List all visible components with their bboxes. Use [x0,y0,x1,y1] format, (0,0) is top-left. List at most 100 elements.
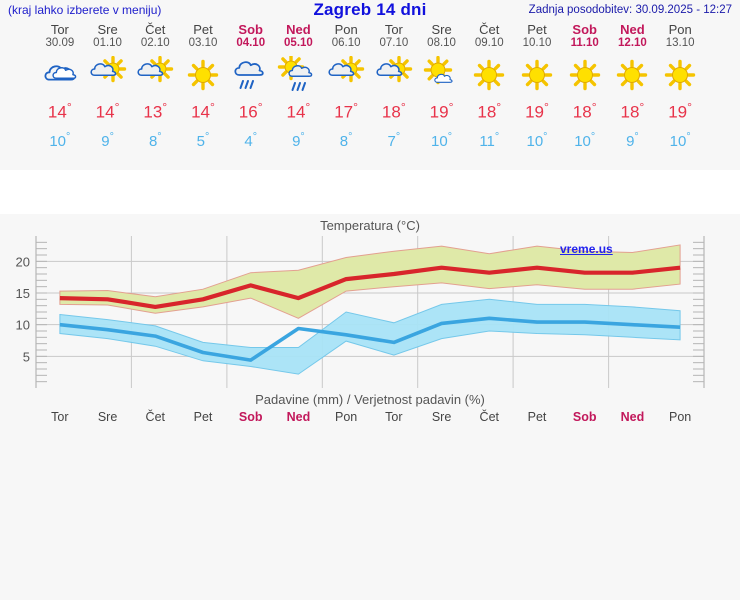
day-column[interactable]: Sre 08.10 19° 10° [416,22,468,153]
day-column[interactable]: Čet 09.10 18° 11° [463,22,515,153]
day-column[interactable]: Sob 04.10 16° 4° [225,22,277,153]
daily-forecast-strip: Tor 30.09 14° 10° Sre 01.10 14° 9° Čet 02.10 13… [0,22,740,170]
max-temperature: 18° [620,100,645,122]
cloudy-icon [34,54,86,94]
watermark: vreme.us [560,242,613,256]
precip-day-label: Pon [335,410,358,424]
day-name: Pon [334,22,358,37]
sunny-icon [606,54,658,94]
precip-day-label: Tor [385,410,403,424]
day-date: 30.09 [45,37,75,49]
day-name: Sob [572,22,597,37]
min-temperature: 10° [574,130,596,150]
min-temperature: 8° [339,130,353,150]
precip-day-label: Pon [669,410,692,424]
sunny-icon [654,54,706,94]
day-column[interactable]: Pon 13.10 19° 10° [654,22,706,153]
temperature-chart: 20 15 10 5 vreme.us [0,236,740,388]
day-date: 08.10 [427,37,456,49]
day-name: Pet [193,22,213,37]
day-name: Pon [668,22,692,37]
day-column[interactable]: Pet 03.10 14° 5° [177,22,229,153]
day-name: Ned [620,22,645,37]
precip-day-label: Tor [51,410,69,424]
max-temperature: 18° [381,100,406,122]
sunny-icon [559,54,611,94]
precip-day-label: Čet [479,410,499,424]
precip-day-label: Sre [97,410,118,424]
precip-day-label: Ned [286,410,311,424]
max-temperature: 14° [286,100,311,122]
day-column[interactable]: Ned 05.10 14° 9° [272,22,324,153]
day-name: Pet [527,22,547,37]
page-header: (kraj lahko izberete v meniju) Zagreb 14… [0,0,740,22]
day-column[interactable]: Sre 01.10 14° 9° [82,22,134,153]
min-temperature: 5° [196,130,210,150]
rain-cloud-icon [225,54,277,94]
max-temperature: 16° [238,100,263,122]
partly-sunny-icon [320,54,372,94]
svg-text:10: 10 [16,318,30,333]
section-divider [0,170,740,214]
max-temperature: 19° [429,100,454,122]
max-temperature: 18° [572,100,597,122]
temperature-plot: 20 15 10 5 [16,236,705,388]
day-column[interactable]: Čet 02.10 13° 8° [129,22,181,153]
day-date: 06.10 [331,37,361,49]
day-name: Tor [384,22,403,37]
min-temperature: 10° [431,130,453,150]
precipitation-day-labels: Tor Sre Čet Pet Sob Ned Pon Tor Sre Čet Pet Sob Ned P… [0,410,740,428]
day-date: 05.10 [284,37,313,49]
day-column[interactable]: Sob 11.10 18° 10° [559,22,611,153]
min-temperature: 8° [148,130,162,150]
day-name: Ned [286,22,311,37]
sun-rain-icon [272,54,324,94]
last-update: Zadnja posodobitev: 30.09.2025 - 12:27 [528,4,732,16]
day-column[interactable]: Tor 30.09 14° 10° [34,22,86,153]
day-date: 01.10 [93,37,122,49]
min-temperature: 9° [626,130,639,150]
day-name: Čet [479,22,500,37]
precip-day-label: Pet [527,410,547,424]
max-temperature: 14° [191,100,215,122]
day-date: 07.10 [379,37,409,49]
precip-day-label: Sob [238,410,263,424]
precip-day-label: Čet [145,410,165,424]
sunny-icon [463,54,515,94]
page-title: Zagreb 14 dni [313,0,427,19]
day-column[interactable]: Pon 06.10 17° 8° [320,22,372,153]
max-temperature: 17° [334,100,359,122]
day-date: 03.10 [188,37,218,49]
min-temperature: 9° [101,130,114,150]
day-date: 13.10 [665,37,695,49]
day-date: 11.10 [570,37,599,49]
min-temperature: 10° [49,130,71,150]
partly-sunny-icon [82,54,134,94]
max-temperature: 19° [525,100,549,122]
max-temperature: 13° [143,100,168,122]
precip-day-label: Pet [193,410,213,424]
svg-text:5: 5 [23,349,30,364]
min-temperature: 9° [292,130,305,150]
day-name: Sre [431,22,452,37]
max-temperature: 14° [95,100,120,122]
precip-day-label: Sre [431,410,452,424]
day-date: 02.10 [140,37,170,49]
location-hint: (kraj lahko izberete v meniju) [8,3,162,17]
precipitation-chart-title: Padavine (mm) / Verjetnost padavin (%) [255,392,485,407]
day-column[interactable]: Tor 07.10 18° 7° [368,22,420,153]
min-temperature: 7° [387,130,401,150]
day-date: 10.10 [522,37,552,49]
max-temperature: 19° [668,100,693,122]
partly-sunny-icon [368,54,420,94]
sunny-icon [177,54,229,94]
min-temperature: 10° [669,130,691,150]
precip-day-label: Sob [572,410,597,424]
day-name: Sre [97,22,118,37]
precipitation-probability-row [0,428,740,450]
day-column[interactable]: Pet 10.10 19° 10° [511,22,563,153]
svg-text:15: 15 [16,286,30,301]
precipitation-chart-section: Padavine (mm) / Verjetnost padavin (%) T… [0,388,740,450]
day-date: 09.10 [474,37,504,49]
day-column[interactable]: Ned 12.10 18° 9° [606,22,658,153]
